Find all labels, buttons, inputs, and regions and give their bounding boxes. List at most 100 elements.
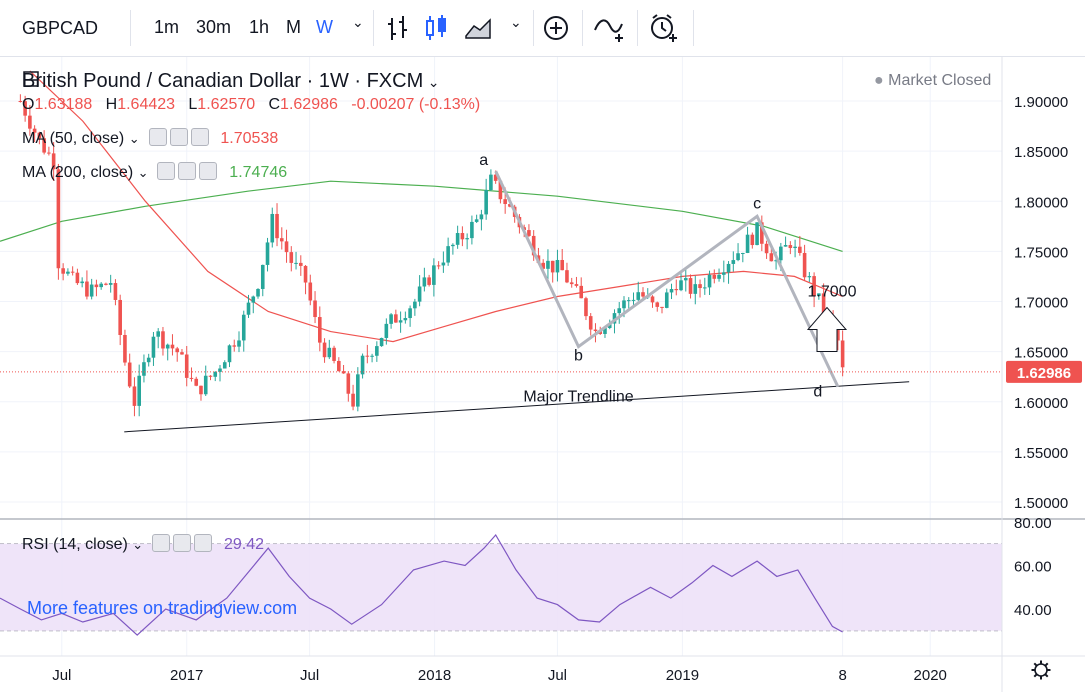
- ma50-settings-gear-icon[interactable]: [169, 128, 188, 146]
- candle-body: [474, 219, 479, 222]
- candle-body: [508, 204, 512, 207]
- candle-body: [108, 283, 113, 285]
- ma200-chevron-down-icon[interactable]: ⌄: [137, 165, 149, 180]
- rsi-tick-label: 60.00: [1014, 559, 1052, 576]
- collapse-legend-icon[interactable]: [22, 70, 40, 88]
- timeframe-1m-button[interactable]: 1m: [154, 17, 180, 37]
- timeframe-chevron-down-icon[interactable]: ⌄: [352, 14, 364, 30]
- candle-body: [256, 288, 260, 297]
- rsi-remove-close-icon[interactable]: [194, 534, 213, 552]
- rsi-tick-label: 80.00: [1014, 515, 1052, 532]
- ma50-visibility-eye-icon[interactable]: [148, 128, 167, 146]
- candle-body: [89, 284, 94, 297]
- candle-body: [232, 345, 237, 347]
- price-tick-label: 1.70000: [1014, 295, 1068, 312]
- candle-body: [817, 293, 821, 296]
- rsi-settings-gear-icon[interactable]: [173, 534, 192, 552]
- candle-body: [189, 377, 194, 379]
- candle-body: [275, 213, 279, 239]
- candle-body: [422, 277, 427, 287]
- trendline-label: Major Trendline: [523, 389, 633, 406]
- candle-body: [308, 282, 313, 301]
- candle-body: [612, 313, 617, 324]
- candle-body: [298, 262, 303, 266]
- add-indicator-icon[interactable]: [540, 12, 572, 44]
- timeframe-1h-button[interactable]: 1h: [249, 17, 270, 37]
- symbol-label: GBPCAD: [22, 17, 99, 38]
- candle-body: [61, 268, 65, 274]
- bar-style-icon[interactable]: [383, 12, 415, 44]
- ma200-legend[interactable]: MA (200, close) ⌄ 1.74746: [22, 162, 287, 182]
- last-price-tag-label: 1.62986: [1017, 365, 1071, 382]
- last-price-tag: [1006, 360, 1082, 383]
- timeframe-month-button[interactable]: M: [286, 17, 301, 37]
- gear-tooth: [1044, 673, 1049, 678]
- symbol-search-box[interactable]: GBPCAD: [8, 10, 131, 46]
- candle-body: [394, 314, 398, 323]
- ma50-chevron-down-icon[interactable]: ⌄: [128, 131, 140, 146]
- candle-body: [555, 259, 560, 273]
- ma200-series: [0, 180, 843, 252]
- ma200-line: [0, 180, 843, 252]
- rsi-legend[interactable]: RSI (14, close) ⌄ 29.42: [22, 534, 264, 554]
- candle-body: [80, 281, 84, 284]
- rsi-chevron-down-icon[interactable]: ⌄: [132, 537, 144, 552]
- candle-body: [289, 252, 294, 263]
- candle-body: [755, 222, 759, 246]
- ma200-remove-close-icon[interactable]: [199, 162, 218, 180]
- candle-style-icon[interactable]: [421, 12, 453, 44]
- chart-title-row[interactable]: British Pound / Canadian Dollar · 1W · F…: [22, 70, 439, 93]
- high-label: H: [105, 96, 118, 113]
- market-closed-dot-icon: ●: [874, 72, 884, 89]
- candle-body: [574, 284, 579, 286]
- candle-body: [208, 375, 213, 377]
- ma50-label: MA (50, close): [22, 130, 125, 147]
- candle-body: [541, 262, 545, 269]
- candle-body: [165, 344, 170, 349]
- candle-body: [546, 260, 550, 269]
- compare-icon[interactable]: [592, 12, 624, 44]
- candle-body: [788, 245, 793, 249]
- candle-body: [688, 278, 693, 294]
- chart-settings-gear-icon[interactable]: [1031, 660, 1051, 680]
- time-tick-label: 8: [838, 667, 846, 684]
- ma200-settings-gear-icon[interactable]: [178, 162, 197, 180]
- candle-body: [127, 362, 132, 387]
- ma50-remove-close-icon[interactable]: [190, 128, 209, 146]
- candle-body: [736, 253, 740, 261]
- rsi-visibility-eye-icon[interactable]: [152, 534, 171, 552]
- candle-body: [104, 283, 108, 285]
- close-value: 1.62986: [280, 96, 338, 113]
- candle-body: [37, 132, 42, 139]
- rsi-value: 29.42: [223, 536, 264, 553]
- ma200-visibility-eye-icon[interactable]: [157, 162, 176, 180]
- gear-tooth: [1033, 673, 1038, 678]
- candle-body: [85, 281, 89, 297]
- chart-style-chevron-down-icon[interactable]: ⌄: [510, 14, 522, 30]
- candle-body: [237, 340, 241, 347]
- open-label: O: [22, 96, 35, 113]
- annotation-layer: Major Trendline a b c d 1.7000: [0, 152, 1002, 433]
- time-tick-label: 2019: [666, 667, 699, 684]
- candle-body: [56, 169, 61, 269]
- tradingview-watermark-link[interactable]: More features on tradingview.com: [27, 598, 298, 618]
- ma50-legend[interactable]: MA (50, close) ⌄ 1.70538: [22, 128, 278, 148]
- candle-body: [731, 260, 736, 264]
- area-style-icon[interactable]: [462, 12, 494, 44]
- price-tick-label: 1.80000: [1014, 194, 1068, 211]
- timeframe-week-button[interactable]: W: [316, 17, 333, 37]
- top-toolbar: GBPCAD 1m 30m 1h M W ⌄ ⌄: [0, 0, 1085, 57]
- candle-body: [251, 296, 256, 303]
- time-tick-label: 2018: [418, 667, 451, 684]
- rsi-label: RSI (14, close): [22, 536, 128, 553]
- candle-body: [455, 233, 460, 245]
- price-tick-label: 1.65000: [1014, 345, 1068, 362]
- timeframe-30m-button[interactable]: 30m: [196, 17, 232, 37]
- title-chevron-down-icon[interactable]: ⌄: [427, 74, 440, 90]
- candle-body: [707, 274, 712, 288]
- candle-body: [836, 327, 840, 341]
- alert-icon[interactable]: [647, 12, 679, 44]
- candle-body: [32, 128, 37, 133]
- gear-ring: [1034, 663, 1048, 677]
